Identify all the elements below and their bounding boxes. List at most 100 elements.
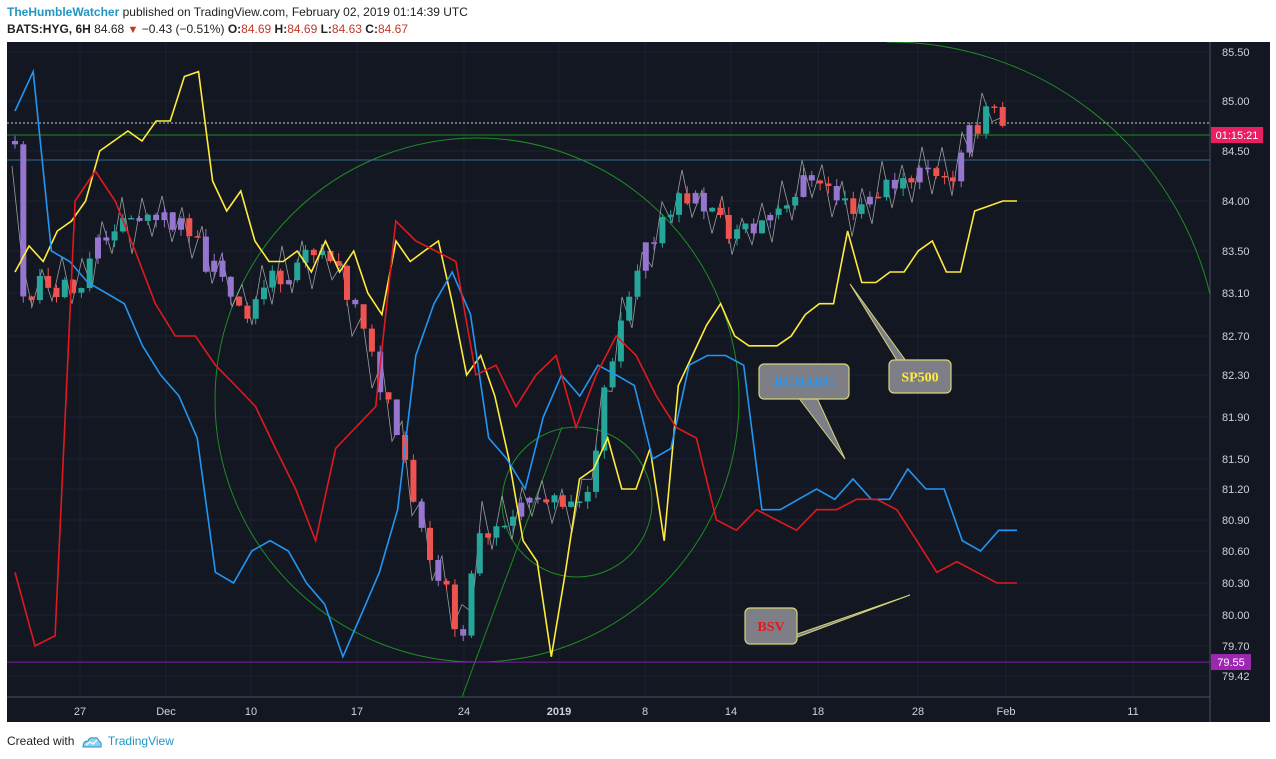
candle-body-33 [285,280,292,285]
candle-body-95 [800,175,807,197]
high-value: 84.69 [287,22,318,36]
candle-body-118 [991,106,998,108]
candle-body-40 [344,265,350,300]
price-tick-82.70: 82.70 [1222,331,1250,343]
series-line-sp500 [14,70,1017,657]
time-tick-24: 24 [458,706,470,718]
candle-body-50 [427,527,433,561]
axis-badges: 01:15:21 79.55 [1211,127,1263,671]
price-tick-84.00: 84.00 [1222,196,1250,208]
candle-body-92 [775,208,782,215]
candle-body-60 [510,516,516,526]
candle-body-35 [302,249,309,263]
candle-body-101 [850,198,857,214]
candle-body-114 [958,152,965,182]
candle-body-97 [817,180,824,184]
candle-body-11 [103,237,110,241]
candle-body-22 [194,236,201,238]
candle-body-64 [543,499,550,503]
created-with-text: Created with [7,734,75,748]
price-tick-80.60: 80.60 [1222,546,1250,558]
candle-body-110 [925,167,931,170]
candle-body-54 [460,629,467,636]
bchabc-callout-label: BCHABC [774,376,834,391]
candle-body-5 [53,287,60,298]
candle-body-61 [518,502,525,517]
price-tick-81.90: 81.90 [1222,412,1250,424]
candle-body-1 [20,144,27,297]
candle-body-8 [78,288,85,293]
candle-body-109 [916,167,923,183]
candle-body-98 [825,183,832,186]
candle-body-42 [360,304,367,329]
price-tick-83.50: 83.50 [1222,246,1250,258]
chart-background [7,42,1270,722]
candle-body-113 [949,177,956,182]
candle-body-94 [792,196,799,206]
low-value: 84.63 [331,22,362,36]
candle-body-9 [86,258,93,289]
time-axis[interactable]: 27 Dec 10 17 24 2019 8 14 18 28 Feb 11 [74,706,1139,718]
candle-body-116 [974,125,981,134]
candle-body-70 [593,450,599,492]
candle-body-74 [626,296,633,321]
candle-body-53 [451,584,458,630]
candle-body-69 [584,491,591,502]
candle-body-6 [61,279,68,298]
time-tick-8: 8 [642,706,648,718]
time-badge-label: 01:15:21 [1216,130,1259,142]
time-tick-Dec: Dec [156,706,176,718]
time-tick-14: 14 [725,706,737,718]
price-tick-81.50: 81.50 [1222,454,1250,466]
price-tick-79.42: 79.42 [1222,671,1250,683]
low-badge-label: 79.55 [1217,657,1245,669]
author-link[interactable]: TheHumbleWatcher [7,5,120,19]
price-chart[interactable]: BCHABC SP500 BSV 85.50 85.00 84.50 84.00 83.50… [7,42,1270,722]
candle-body-78 [659,216,666,244]
time-tick-18: 18 [812,706,824,718]
sp500-callout-label: SP500 [901,371,938,386]
tradingview-link[interactable]: TradingView [107,734,174,748]
candle-body-13 [119,218,126,232]
price-tick-83.10: 83.10 [1222,288,1250,300]
high-label: H: [274,22,288,36]
bsv-callout-box [744,607,798,645]
candle-body-86 [725,214,732,239]
open-label: O: [227,22,242,36]
time-tick-11: 11 [1127,706,1138,718]
candle-body-80 [676,193,682,215]
candle-body-81 [684,193,691,204]
candle-body-55 [468,573,475,636]
publish-line: TheHumbleWatcher published on TradingVie… [7,5,468,19]
candle-body-96 [808,175,815,181]
candle-body-49 [418,501,425,528]
candle-body-83 [700,192,707,212]
price-tick-85.50: 85.50 [1222,47,1250,59]
time-tick-28: 28 [912,706,924,718]
candle-body-104 [875,196,882,199]
candle-body-28 [244,305,251,319]
callouts[interactable]: BCHABC SP500 BSV [744,283,952,645]
candle-body-87 [734,229,741,239]
time-tick-17: 17 [351,706,363,718]
candle-body-18 [161,212,168,221]
candle-body-77 [651,242,658,244]
price-axis[interactable]: 85.50 85.00 84.50 84.00 83.50 83.10 82.70 82.30… [1222,47,1250,683]
time-tick-2019: 2019 [547,706,571,718]
candle-body-93 [783,205,790,209]
publish-info: published on TradingView.com, February 0… [122,5,468,19]
candle-body-119 [999,106,1006,126]
candle-body-103 [866,196,873,205]
candle-body-105 [883,179,890,198]
horizontal-lines [7,122,1210,663]
candle-body-67 [568,501,575,507]
candle-body-46 [393,399,400,435]
symbol-label[interactable]: BATS:HYG, 6H [7,22,91,36]
candle-body-0 [12,141,18,145]
candle-body-85 [717,207,724,215]
price-change: −0.43 (−0.51%) [141,22,225,36]
candle-body-65 [551,495,558,503]
candle-body-15 [136,217,143,221]
candle-body-29 [252,299,259,319]
candle-body-89 [750,223,757,234]
